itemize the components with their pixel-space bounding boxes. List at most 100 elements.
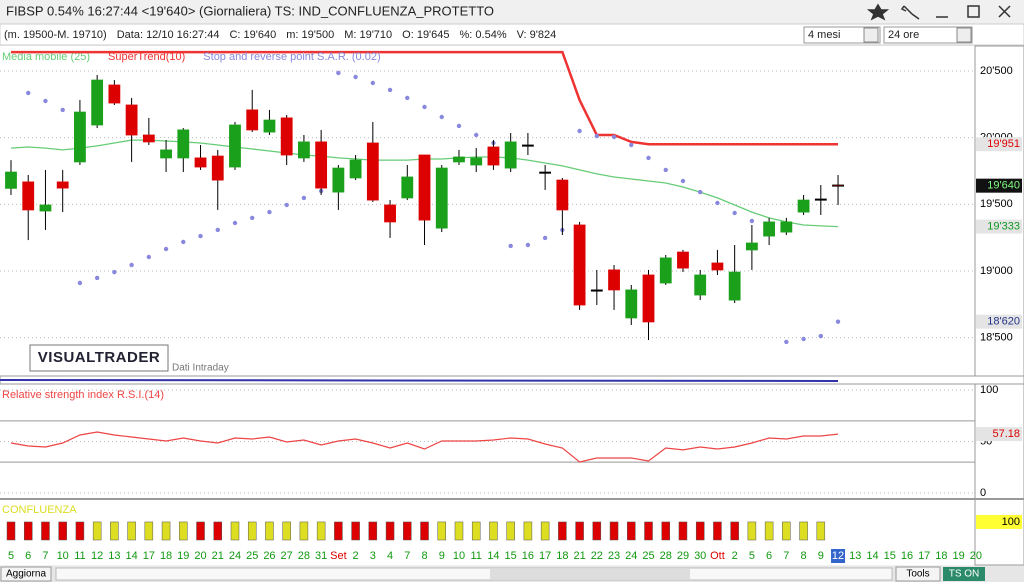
bar [23,521,33,541]
bar [471,521,481,541]
x-tick-label: 17 [143,550,155,562]
info-bar [0,23,1024,46]
ts-on-button[interactable] [943,567,985,581]
bar [713,521,722,541]
window-controls[interactable] [866,3,1011,21]
bar [127,521,136,541]
last-value-label-box [976,137,1022,152]
x-tick-label: 2 [732,550,738,562]
bar [385,521,395,541]
x-tick-label: 23 [608,550,620,562]
maximize-icon[interactable] [967,5,980,18]
info-item: V: 9'824 [517,29,557,41]
refresh-label: Aggiorna [6,569,46,580]
x-tick-label: 11 [74,550,85,562]
bar [454,521,464,541]
x-tick-label: 24 [229,550,241,562]
x-tick-label: Ott [710,550,725,562]
x-tick-label: 17 [539,550,551,562]
period-arrow[interactable] [863,27,879,43]
last-value-label: 19'333 [987,221,1020,233]
sar-dot [594,133,600,139]
sar-dot [611,134,617,140]
x-tick-label: 2 [353,550,359,562]
bar [265,521,274,541]
interval: 24 ore [888,29,919,41]
bar [144,521,154,541]
x-tick-label: 6 [25,550,31,562]
bar [592,521,602,541]
tools-button[interactable] [895,566,941,582]
tools-icon[interactable] [900,5,920,20]
candle-body [263,119,276,133]
candle-body [280,117,293,156]
sar-dot [801,336,806,342]
bar [489,521,498,541]
bar [420,521,429,541]
future-date-label: 16 [901,550,913,562]
sar-dot [698,189,703,195]
candle-body [211,155,224,181]
sar-dot [250,215,255,221]
sar-dot [353,74,358,80]
tools-label: Tools [906,569,929,580]
sar-dot [542,235,548,241]
bar [609,521,619,541]
period-select[interactable] [803,26,881,44]
candle-body [22,181,35,211]
plot-area [0,46,975,565]
candle-body [366,142,379,201]
x-tick-label: 8 [801,550,807,562]
scrollbar[interactable] [55,567,893,581]
interval-arrow[interactable] [956,27,972,43]
sar-dot [835,319,841,324]
candle-body [814,198,827,201]
bar [782,521,791,541]
sar-dot [680,178,686,184]
close-icon[interactable] [998,5,1011,18]
legend-entry: SuperTrend(10) [108,51,185,63]
x-tick-label: 11 [470,550,481,562]
bar [41,521,50,541]
x-tick-label: 25 [246,550,258,562]
sar-dot [456,123,462,129]
candle-body [625,289,638,319]
bar [75,521,85,541]
sar-dot [146,254,152,260]
future-date-label: 18 [935,550,947,562]
strip-line [0,379,839,382]
bar [368,521,378,541]
x-tick-label: 13 [108,550,120,562]
star-icon[interactable] [866,3,890,21]
x-tick-label: 15 [505,550,517,562]
refresh-button[interactable] [0,566,52,582]
scroll-thumb[interactable] [490,569,690,579]
candle-body [659,257,672,284]
candle-body [608,269,620,291]
sar-dot [646,155,651,161]
y-tick-label: 18'500 [980,332,1013,344]
x-tick-label: 10 [57,550,69,562]
candle-body [522,144,534,147]
candle-body [453,156,465,163]
x-tick-label: 24 [625,550,637,562]
sar-dot [749,218,755,224]
info-item: O: 19'645 [402,29,449,41]
x-tick-label: 31 [315,550,327,562]
x-tick-label: 20 [194,550,206,562]
logo-box [29,344,169,372]
candle-body [91,79,104,126]
bar [351,521,360,541]
x-tick-label: 14 [487,550,499,562]
interval-select[interactable] [883,26,973,44]
last-value-label-box [976,219,1022,234]
candle-body [573,224,586,306]
candle-body [74,111,86,163]
future-date-label: 17 [918,550,930,562]
x-tick-label: 6 [766,550,772,562]
x-tick-label: 18 [160,550,172,562]
x-tick-label: 9 [818,550,824,562]
sar-dot [267,209,272,215]
x-tick-label: 27 [281,550,293,562]
